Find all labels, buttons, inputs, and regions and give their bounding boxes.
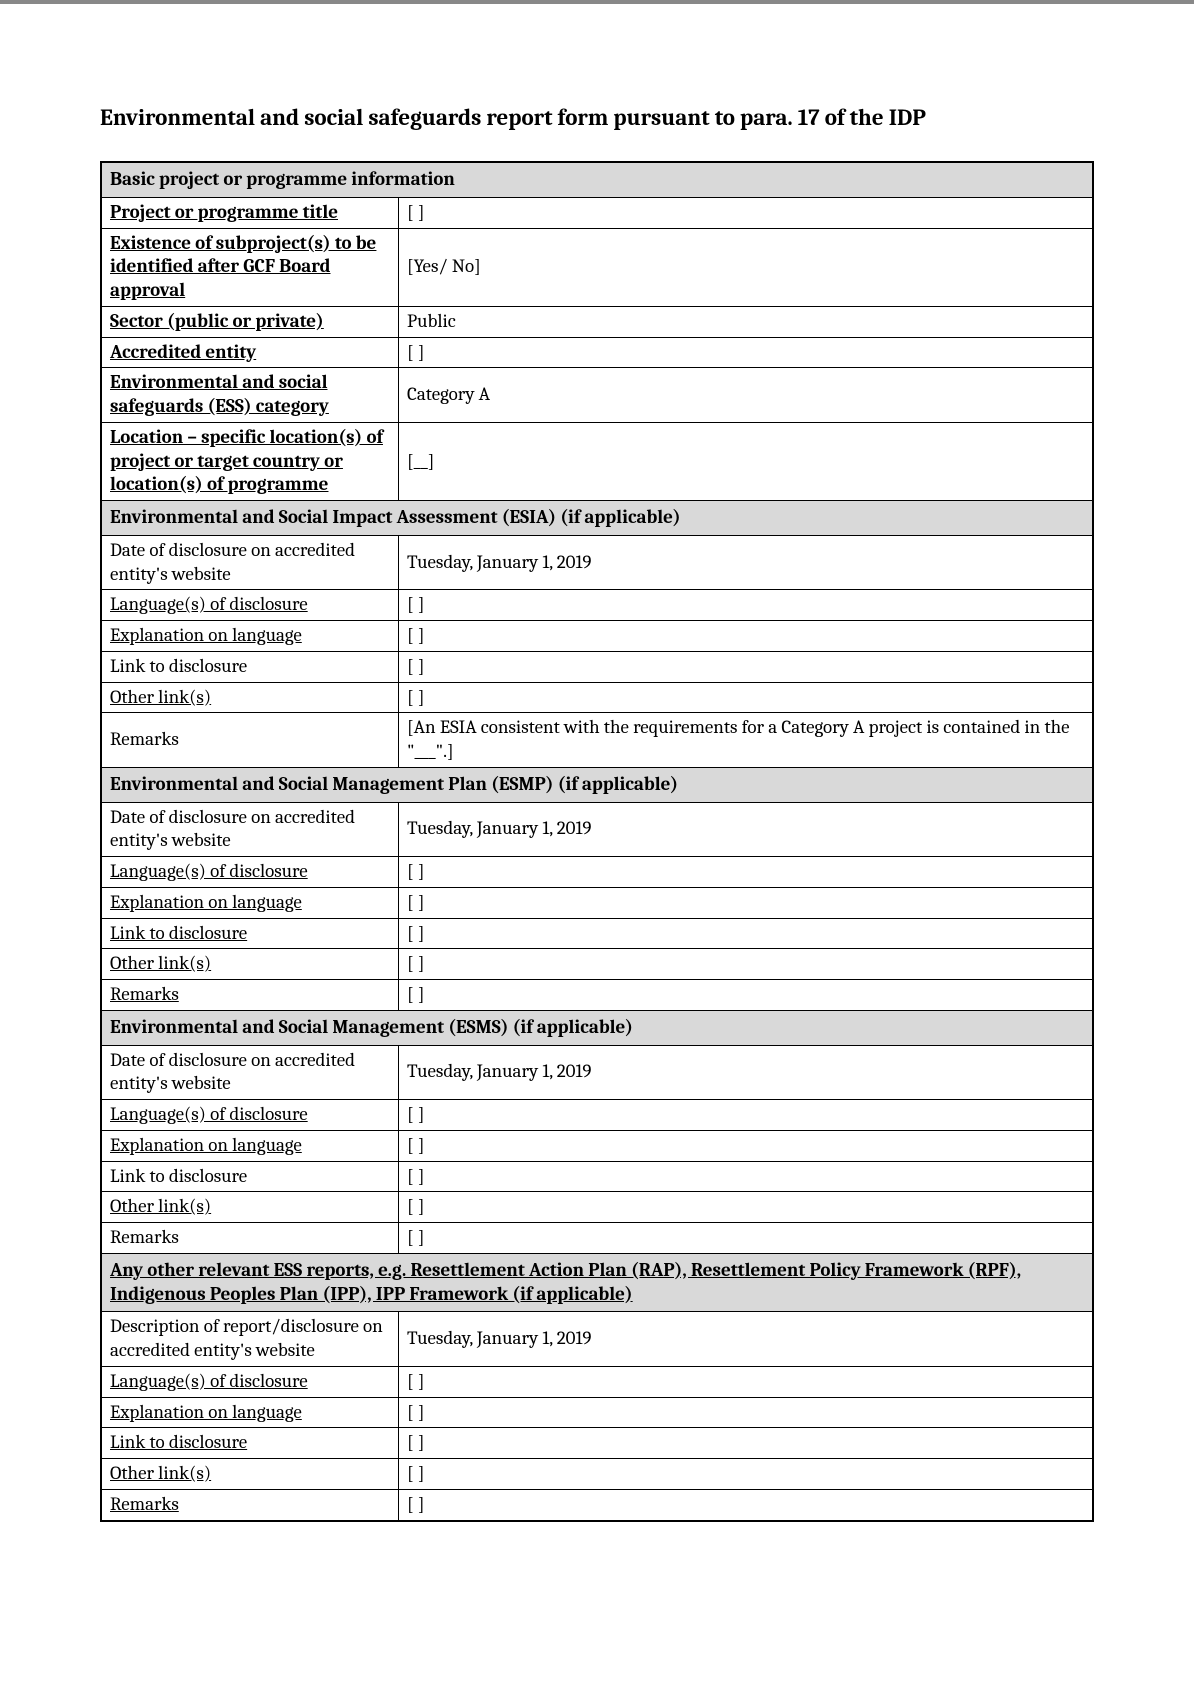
label-esmp-other: Other link(s) (101, 949, 399, 980)
safeguards-form-table: Basic project or programme information P… (100, 161, 1094, 1522)
value-other-lang: [ ] (399, 1366, 1094, 1397)
value-other-remarks: [ ] (399, 1489, 1094, 1520)
value-esmp-link: [ ] (399, 918, 1094, 949)
label-esia-date: Date of disclosure on accredited entity'… (101, 535, 399, 590)
label-esia-lang: Language(s) of disclosure (101, 590, 399, 621)
label-sector: Sector (public or private) (101, 306, 399, 337)
label-other-other: Other link(s) (101, 1459, 399, 1490)
label-project-title: Project or programme title (101, 197, 399, 228)
label-esia-remarks: Remarks (101, 713, 399, 768)
label-location: Location – specific location(s) of proje… (101, 422, 399, 500)
label-esms-other: Other link(s) (101, 1192, 399, 1223)
label-other-link: Link to disclosure (101, 1428, 399, 1459)
label-entity: Accredited entity (101, 337, 399, 368)
label-ess-cat: Environmental and social safeguards (ESS… (101, 368, 399, 423)
label-esms-link: Link to disclosure (101, 1161, 399, 1192)
value-esms-explain: [ ] (399, 1130, 1094, 1161)
value-esia-explain: [ ] (399, 621, 1094, 652)
value-esmp-other: [ ] (399, 949, 1094, 980)
value-esia-link: [ ] (399, 651, 1094, 682)
value-esms-lang: [ ] (399, 1100, 1094, 1131)
label-esms-explain: Explanation on language (101, 1130, 399, 1161)
value-other-other: [ ] (399, 1459, 1094, 1490)
value-ess-cat: Category A (399, 368, 1094, 423)
label-other-remarks: Remarks (101, 1489, 399, 1520)
value-esms-remarks: [ ] (399, 1223, 1094, 1254)
value-location: [__] (399, 422, 1094, 500)
label-esia-link: Link to disclosure (101, 651, 399, 682)
section-header-basic: Basic project or programme information (101, 162, 1093, 197)
value-entity: [ ] (399, 337, 1094, 368)
label-esmp-remarks: Remarks (101, 980, 399, 1011)
section-header-other-ess: Any other relevant ESS reports, e.g. Res… (101, 1253, 1093, 1312)
section-header-esms: Environmental and Social Management (ESM… (101, 1010, 1093, 1045)
value-other-link: [ ] (399, 1428, 1094, 1459)
label-subproject-text: Existence of subproject(s) to be identif… (110, 232, 376, 302)
label-esmp-link: Link to disclosure (101, 918, 399, 949)
value-esmp-explain: [ ] (399, 887, 1094, 918)
value-other-desc: Tuesday, January 1, 2019 (399, 1312, 1094, 1367)
page-title: Environmental and social safeguards repo… (100, 104, 1094, 131)
label-esmp-date: Date of disclosure on accredited entity'… (101, 802, 399, 857)
value-subproject: [Yes/ No] (399, 228, 1094, 306)
document-page: Environmental and social safeguards repo… (0, 0, 1194, 1686)
value-esia-other: [ ] (399, 682, 1094, 713)
label-esms-remarks: Remarks (101, 1223, 399, 1254)
label-esms-date: Date of disclosure on accredited entity'… (101, 1045, 399, 1100)
value-esms-other: [ ] (399, 1192, 1094, 1223)
value-esms-date: Tuesday, January 1, 2019 (399, 1045, 1094, 1100)
label-other-explain: Explanation on language (101, 1397, 399, 1428)
label-other-lang: Language(s) of disclosure (101, 1366, 399, 1397)
label-location-text: Location – specific location(s) of proje… (110, 426, 383, 496)
label-esia-explain: Explanation on language (101, 621, 399, 652)
value-esmp-remarks: [ ] (399, 980, 1094, 1011)
section-header-esia: Environmental and Social Impact Assessme… (101, 501, 1093, 536)
value-esia-date: Tuesday, January 1, 2019 (399, 535, 1094, 590)
value-esms-link: [ ] (399, 1161, 1094, 1192)
value-other-explain: [ ] (399, 1397, 1094, 1428)
value-sector: Public (399, 306, 1094, 337)
value-project-title: [ ] (399, 197, 1094, 228)
label-esms-lang: Language(s) of disclosure (101, 1100, 399, 1131)
label-ess-cat-text: Environmental and social safeguards (ESS… (110, 371, 329, 417)
value-esmp-lang: [ ] (399, 857, 1094, 888)
label-esmp-lang: Language(s) of disclosure (101, 857, 399, 888)
label-other-desc: Description of report/disclosure on accr… (101, 1312, 399, 1367)
label-esmp-explain: Explanation on language (101, 887, 399, 918)
value-esia-lang: [ ] (399, 590, 1094, 621)
label-esia-other: Other link(s) (101, 682, 399, 713)
value-esia-remarks: [An ESIA consistent with the requirement… (399, 713, 1094, 768)
value-esmp-date: Tuesday, January 1, 2019 (399, 802, 1094, 857)
label-subproject: Existence of subproject(s) to be identif… (101, 228, 399, 306)
section-header-esmp: Environmental and Social Management Plan… (101, 767, 1093, 802)
